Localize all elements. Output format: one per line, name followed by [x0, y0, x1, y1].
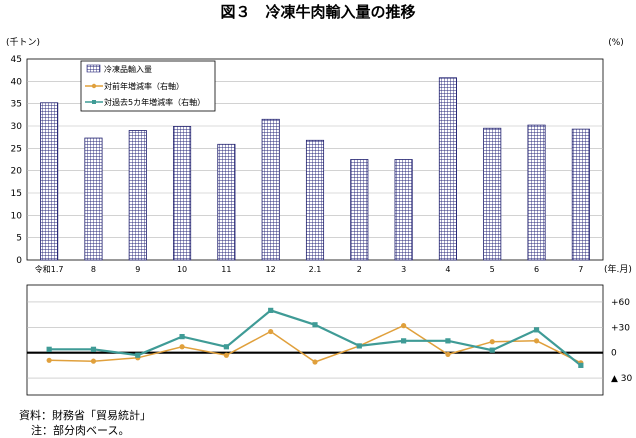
left-axis-ticks: 0 5 10 15 20 25 30 35 40 45	[11, 55, 23, 266]
line-series-1-point	[90, 358, 97, 364]
left-tick-label: 0	[16, 256, 22, 266]
line-series-group	[46, 307, 584, 368]
left-tick-label: 5	[16, 234, 22, 244]
bar	[350, 159, 369, 261]
bar	[128, 130, 147, 261]
right-tick-label: +60	[611, 298, 630, 308]
line-series-2-point	[578, 362, 584, 368]
category-label: 2.1	[309, 265, 322, 274]
chart-title: 図３ 冷凍牛肉輸入量の推移	[220, 3, 415, 21]
line-series-2-point	[312, 322, 318, 328]
line-series-1-point	[268, 328, 274, 335]
category-label: 3	[401, 265, 406, 274]
left-tick-label: 40	[11, 77, 23, 87]
footnote: 注：部分肉ベース。	[31, 423, 129, 437]
line-series-2-point	[46, 346, 52, 352]
category-label: 2	[357, 265, 362, 274]
bar	[394, 159, 413, 261]
left-tick-label: 35	[11, 100, 22, 110]
line-series-2-point	[135, 352, 141, 358]
line-series-1-point	[179, 344, 185, 350]
category-label: 10	[177, 265, 187, 274]
legend: 冷凍品輸入量 対前年増減率（右軸） 対過去5カ年増減率（右軸）	[80, 60, 216, 112]
left-tick-label: 30	[11, 122, 23, 132]
left-tick-label: 20	[11, 167, 23, 177]
right-axis-unit: (%)	[608, 38, 624, 48]
left-tick-label: 10	[11, 211, 23, 221]
category-label: 4	[445, 265, 450, 274]
legend-line2-marker	[92, 100, 96, 104]
source-note: 資料：財務省「貿易統計」	[19, 408, 151, 422]
bar	[84, 137, 103, 261]
bar-series	[40, 77, 590, 261]
line-series-2-point	[401, 338, 407, 344]
category-label: 令和1.7	[35, 264, 64, 274]
left-axis-unit: (千トン)	[6, 37, 40, 48]
right-tick-label: 0	[611, 349, 617, 359]
legend-bar-swatch	[86, 64, 101, 73]
line-series-1-point	[223, 352, 229, 358]
right-axis-ticks: +60 +30 0 ▲ 30	[611, 298, 633, 384]
line-series-1-point	[445, 351, 451, 357]
category-label: 7	[578, 265, 583, 274]
legend-box	[80, 60, 216, 112]
line-series-1-point	[401, 323, 407, 329]
line-plot-area	[26, 284, 604, 396]
bar	[438, 77, 457, 261]
line-series-2-point	[268, 307, 274, 313]
line-series-2-point	[356, 343, 362, 349]
category-label: 5	[490, 265, 495, 274]
line-series-1	[49, 324, 582, 364]
bar	[40, 102, 59, 261]
line-series-2	[49, 309, 582, 367]
legend-line1-label: 対前年増減率（右軸）	[104, 81, 184, 91]
category-label: 8	[91, 265, 96, 274]
bar	[483, 127, 502, 261]
bar	[571, 128, 590, 261]
line-series-2-point	[90, 346, 97, 352]
bar	[305, 139, 325, 261]
line-series-2-point	[533, 327, 540, 333]
left-tick-label: 45	[11, 55, 22, 65]
category-label: 6	[534, 265, 539, 274]
line-series-1-point	[489, 339, 495, 345]
line-series-2-point	[179, 334, 185, 340]
line-series-1-point	[533, 338, 540, 344]
bar	[527, 124, 546, 261]
line-series-1-point	[312, 359, 318, 365]
line-series-2-point	[223, 344, 229, 350]
legend-line1-marker	[91, 83, 97, 89]
left-tick-label: 15	[11, 189, 22, 199]
right-tick-label: +30	[611, 323, 630, 333]
category-label: 9	[135, 265, 140, 274]
line-series-1-point	[46, 357, 52, 363]
bar	[261, 118, 280, 261]
category-labels: 令和1.7 8 9 10 11 12 2.1 2 3 4 5 6 7	[35, 264, 584, 274]
right-tick-label: ▲ 30	[611, 374, 633, 384]
left-tick-label: 25	[11, 144, 22, 154]
bar	[173, 126, 192, 261]
bar	[217, 143, 236, 261]
category-label: 11	[221, 265, 231, 274]
x-axis-unit: (年.月)	[604, 263, 632, 275]
legend-line2-label: 対過去5カ年増減率（右軸）	[104, 97, 205, 107]
category-label: 12	[266, 265, 276, 274]
line-series-2-point	[445, 338, 451, 344]
legend-bar-label: 冷凍品輸入量	[104, 64, 152, 74]
line-series-2-point	[489, 347, 495, 353]
